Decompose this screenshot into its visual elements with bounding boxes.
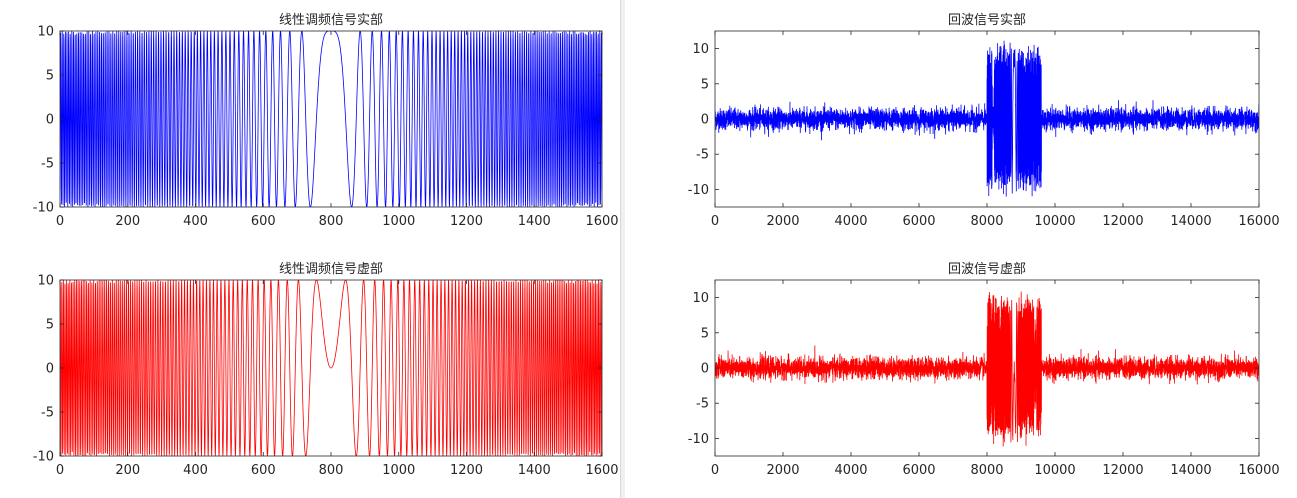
left-axes-2: 线性调频信号虚部 0 200 400 600 800 1000 1200 1400 1600 -10… bbox=[33, 262, 619, 478]
y-tick-label: -10 bbox=[33, 450, 54, 465]
signal-line bbox=[715, 40, 1259, 197]
left-figure-panel: 线性调频信号实部 0 200 400 600 800 1000 1200 1400 1600 -10… bbox=[0, 0, 620, 498]
x-tick-label: 1400 bbox=[518, 463, 551, 478]
y-tick-label: 0 bbox=[46, 113, 54, 128]
x-tick-label: 8000 bbox=[970, 214, 1003, 229]
y-tick-label: -5 bbox=[41, 157, 54, 172]
x-tick-label: 16000 bbox=[1238, 463, 1279, 478]
plot-title: 回波信号虚部 bbox=[948, 262, 1026, 277]
y-tick-label: 0 bbox=[701, 362, 709, 377]
x-tick-label: 800 bbox=[319, 463, 344, 478]
y-tick-label: -5 bbox=[696, 397, 709, 412]
x-tick-label: 12000 bbox=[1102, 214, 1143, 229]
y-tick-label: 10 bbox=[692, 291, 709, 306]
x-tick-label: 14000 bbox=[1170, 214, 1211, 229]
y-tick-label: 0 bbox=[46, 362, 54, 377]
y-tick-label: 0 bbox=[701, 113, 709, 128]
x-tick-label: 1600 bbox=[585, 214, 618, 229]
y-tick-label: 5 bbox=[701, 326, 709, 341]
x-tick-label: 400 bbox=[183, 214, 208, 229]
x-tick-label: 0 bbox=[56, 463, 64, 478]
y-tick-label: -10 bbox=[688, 432, 709, 447]
y-tick-label: 10 bbox=[692, 42, 709, 57]
left-axes-1: 线性调频信号实部 0 200 400 600 800 1000 1200 1400 1600 -10… bbox=[33, 13, 619, 229]
plot-title: 回波信号实部 bbox=[948, 13, 1026, 28]
x-tick-label: 1600 bbox=[585, 463, 618, 478]
x-tick-label: 2000 bbox=[766, 214, 799, 229]
x-tick-label: 0 bbox=[711, 214, 719, 229]
x-tick-label: 200 bbox=[115, 214, 140, 229]
x-tick-label: 1000 bbox=[382, 214, 415, 229]
y-tick-label: -5 bbox=[41, 406, 54, 421]
y-tick-label: 10 bbox=[37, 274, 54, 289]
x-tick-label: 4000 bbox=[834, 463, 867, 478]
x-tick-label: 6000 bbox=[902, 214, 935, 229]
x-tick-label: 12000 bbox=[1102, 463, 1143, 478]
y-tick-label: 10 bbox=[37, 25, 54, 40]
y-tick-label: 5 bbox=[46, 69, 54, 84]
x-tick-label: 2000 bbox=[766, 463, 799, 478]
x-tick-label: 10000 bbox=[1034, 463, 1075, 478]
x-tick-label: 16000 bbox=[1238, 214, 1279, 229]
x-tick-label: 800 bbox=[319, 214, 344, 229]
plot-title: 线性调频信号实部 bbox=[279, 13, 383, 28]
x-tick-label: 6000 bbox=[902, 463, 935, 478]
x-tick-label: 1400 bbox=[518, 214, 551, 229]
right-axes-2: 回波信号虚部 0 2000 4000 6000 8000 10000 12000 14000 16… bbox=[688, 262, 1280, 478]
x-tick-label: 4000 bbox=[834, 214, 867, 229]
x-tick-label: 14000 bbox=[1170, 463, 1211, 478]
y-tick-label: -5 bbox=[696, 148, 709, 163]
plot-title: 线性调频信号虚部 bbox=[279, 262, 383, 277]
right-axes-1: 回波信号实部 0 2000 4000 6000 8000 10000 12000 14000 16… bbox=[688, 13, 1280, 229]
x-tick-label: 600 bbox=[251, 214, 276, 229]
x-tick-label: 1200 bbox=[450, 463, 483, 478]
y-tick-label: 5 bbox=[46, 318, 54, 333]
x-tick-label: 8000 bbox=[970, 463, 1003, 478]
x-tick-label: 200 bbox=[115, 463, 140, 478]
x-tick-label: 1000 bbox=[382, 463, 415, 478]
y-tick-label: -10 bbox=[33, 201, 54, 216]
signal-line bbox=[715, 291, 1259, 447]
x-tick-label: 1200 bbox=[450, 214, 483, 229]
y-tick-label: 5 bbox=[701, 77, 709, 92]
signal-line bbox=[60, 31, 602, 207]
x-tick-label: 0 bbox=[711, 463, 719, 478]
x-tick-label: 600 bbox=[251, 463, 276, 478]
y-tick-label: -10 bbox=[688, 183, 709, 198]
signal-line bbox=[60, 280, 602, 456]
right-figure-panel: 回波信号实部 0 2000 4000 6000 8000 10000 12000 14000 16… bbox=[625, 0, 1297, 498]
panel-divider[interactable] bbox=[620, 0, 625, 498]
x-tick-label: 400 bbox=[183, 463, 208, 478]
x-tick-label: 10000 bbox=[1034, 214, 1075, 229]
x-tick-label: 0 bbox=[56, 214, 64, 229]
